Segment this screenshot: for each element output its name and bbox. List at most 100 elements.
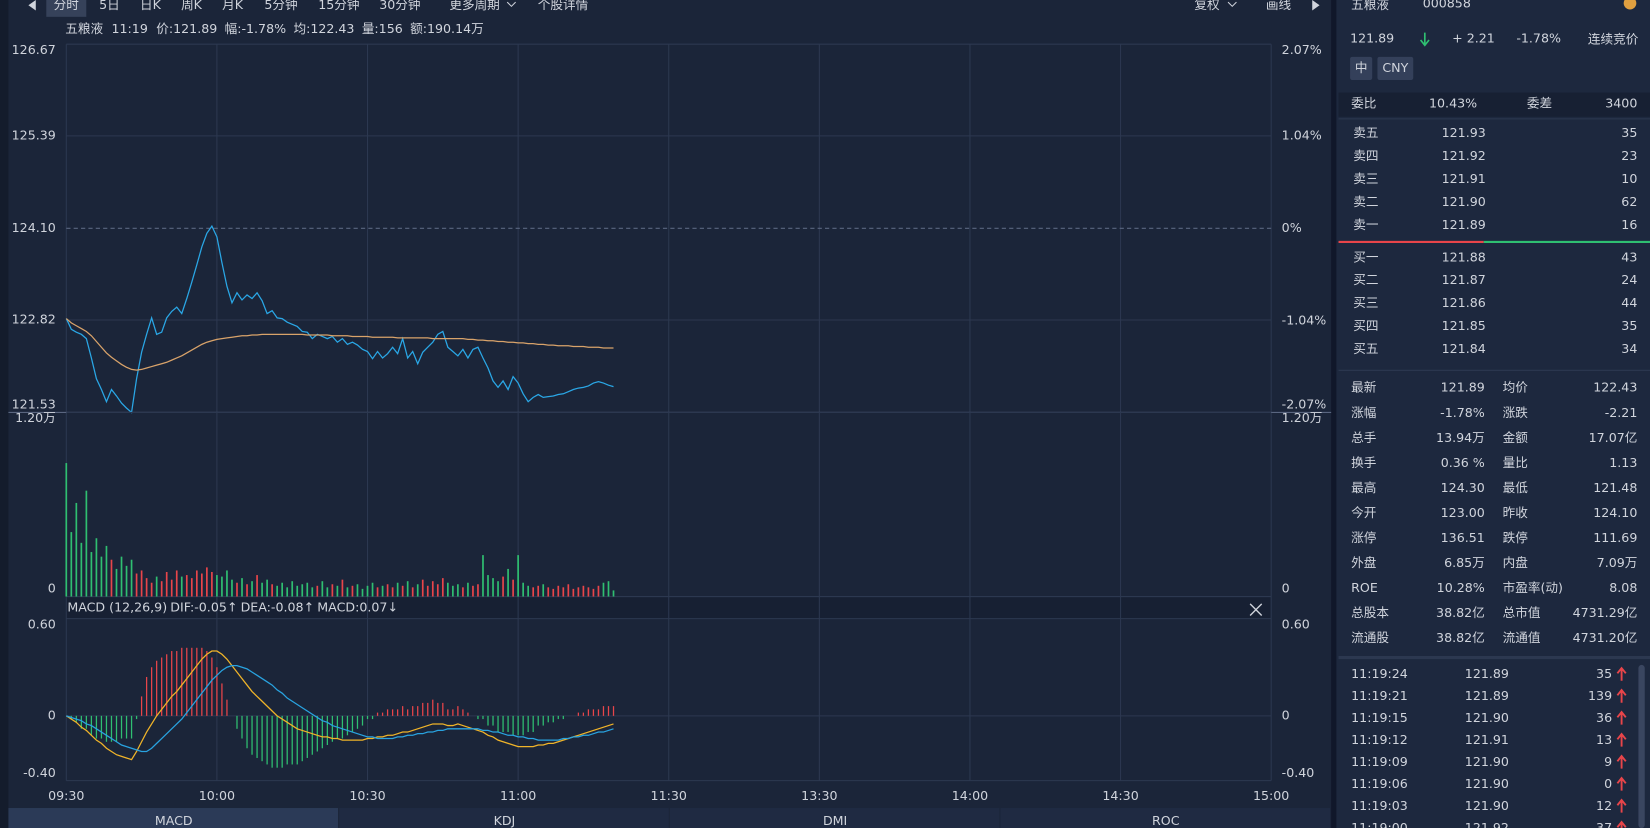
- volume-bar: [441, 578, 444, 597]
- dropdown-icon[interactable]: [506, 1, 516, 8]
- scrollbar[interactable]: [1638, 664, 1645, 828]
- toolbar-tab[interactable]: 30分钟: [379, 0, 420, 12]
- time: 11:19: [112, 21, 148, 36]
- stock-code: 000858: [1423, 0, 1471, 11]
- macd-bar: [276, 715, 278, 768]
- y2-tick-label: -0.40: [1282, 765, 1315, 780]
- volume-bar: [241, 578, 243, 597]
- macd-bar: [140, 696, 143, 716]
- volume-bar: [411, 587, 414, 597]
- legend-item: MACD:0.07↓: [317, 600, 398, 615]
- info-item: 幅:-1.78%: [225, 21, 286, 36]
- tag-bg: [1350, 56, 1373, 80]
- volume-bar: [391, 587, 394, 597]
- tab-bg[interactable]: [8, 808, 339, 828]
- volume-bar: [562, 587, 565, 597]
- toolbar-tab[interactable]: 月K: [222, 0, 244, 12]
- toolbar-tab[interactable]: 5日: [99, 0, 120, 12]
- diff: 3400: [1605, 96, 1637, 111]
- volume-bar: [522, 582, 524, 597]
- stat-label: 均价: [1503, 380, 1529, 395]
- book-label: 买二: [1353, 272, 1378, 287]
- volume-bar: [542, 584, 545, 597]
- trade-volume: 0: [1604, 776, 1612, 791]
- stat-label: 外盘: [1351, 555, 1377, 570]
- volume-bar: [311, 587, 314, 597]
- stat-value: 4731.20亿: [1573, 630, 1638, 645]
- indicator-tab[interactable]: DMI: [823, 813, 847, 828]
- toolbar-button[interactable]: 复权: [1194, 0, 1220, 12]
- volume-bar: [351, 585, 354, 597]
- macd-bar: [427, 702, 429, 716]
- add-icon[interactable]: [1623, 0, 1637, 10]
- price-line: [65, 224, 614, 414]
- toolbar-tab[interactable]: 更多周期: [449, 0, 499, 12]
- change-pct: -1.78%: [1516, 30, 1561, 45]
- macd-bar: [562, 715, 564, 720]
- close-icon[interactable]: [1249, 603, 1263, 616]
- toolbar-tab[interactable]: 周K: [181, 0, 203, 12]
- volume-bar: [507, 568, 509, 597]
- volume-bar: [371, 582, 374, 597]
- y-tick-label: 0.60: [28, 616, 56, 631]
- trade-arrow: [1616, 688, 1627, 703]
- macd-bar: [85, 715, 88, 729]
- tab-bg[interactable]: [1000, 808, 1331, 828]
- stat-label: 内盘: [1503, 555, 1529, 570]
- indicator-tab[interactable]: MACD: [155, 813, 193, 828]
- trade-arrow: [1616, 798, 1627, 813]
- book-label: 买五: [1353, 341, 1378, 356]
- trade-price: 121.89: [1465, 666, 1509, 681]
- volume-bar: [537, 585, 540, 597]
- dropdown-icon[interactable]: [1227, 1, 1237, 8]
- stat-value: 17.07亿: [1589, 430, 1638, 445]
- next-icon[interactable]: [1312, 0, 1320, 11]
- volume-bar: [261, 582, 263, 597]
- tab-bg[interactable]: [669, 808, 1000, 828]
- book-label: 卖一: [1353, 217, 1379, 232]
- macd-bar: [577, 712, 579, 716]
- volume-bar: [201, 573, 203, 597]
- macd-bar: [186, 647, 188, 716]
- dea-line: [66, 664, 614, 753]
- volume-bar: [80, 542, 83, 597]
- stat-value: 38.82亿: [1436, 605, 1485, 620]
- macd-bar: [256, 715, 258, 758]
- volume-bar: [547, 587, 550, 597]
- indicator-tab[interactable]: KDJ: [494, 813, 516, 828]
- toolbar-button[interactable]: 画线: [1266, 0, 1292, 12]
- trade-time: 11:19:06: [1351, 776, 1408, 791]
- tab-bg[interactable]: [339, 808, 669, 828]
- book-price: 121.85: [1442, 318, 1486, 333]
- volume-bar: [502, 576, 504, 597]
- diff-label: 委差: [1527, 96, 1552, 111]
- volume-bar: [452, 585, 454, 597]
- macd-bar: [95, 715, 98, 739]
- macd-bar: [502, 715, 504, 733]
- macd-bar: [356, 715, 359, 729]
- toolbar-tab[interactable]: 个股详情: [538, 0, 589, 12]
- legend-item: DEA:-0.08↑: [241, 600, 315, 615]
- macd-bar: [432, 699, 434, 716]
- macd-bar: [457, 706, 459, 716]
- toolbar-tab[interactable]: 分时: [54, 0, 80, 12]
- stat-value: 123.00: [1441, 505, 1485, 520]
- prev-icon[interactable]: [28, 0, 36, 11]
- volume-bar: [145, 578, 148, 597]
- macd-bar: [482, 715, 484, 720]
- macd-bar: [587, 709, 590, 716]
- trade-price: 121.90: [1465, 798, 1509, 813]
- macd-bar: [341, 715, 344, 739]
- volume-bar: [236, 582, 238, 597]
- toolbar-tab[interactable]: 15分钟: [318, 0, 359, 12]
- trade-volume: 37: [1596, 820, 1612, 828]
- volume-bar: [180, 576, 183, 597]
- volume-bar: [527, 585, 530, 597]
- trade-arrow: [1616, 710, 1627, 725]
- toolbar-tab[interactable]: 5分钟: [264, 0, 297, 12]
- volume-bar: [251, 581, 253, 597]
- indicator-tab[interactable]: ROC: [1152, 813, 1180, 828]
- toolbar-tab[interactable]: 日K: [140, 0, 162, 12]
- active-tab-bg: [46, 0, 87, 17]
- ratio-label: 委比: [1351, 96, 1376, 111]
